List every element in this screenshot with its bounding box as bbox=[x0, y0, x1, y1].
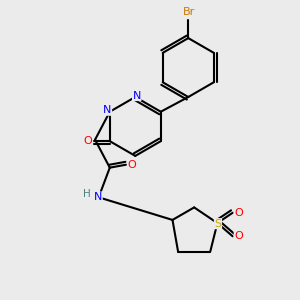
Text: O: O bbox=[83, 136, 92, 146]
Text: Br: Br bbox=[183, 7, 195, 17]
Text: N: N bbox=[133, 91, 141, 100]
Text: N: N bbox=[94, 192, 102, 202]
Text: O: O bbox=[128, 160, 136, 170]
Text: H: H bbox=[83, 189, 91, 199]
Text: N: N bbox=[103, 105, 112, 115]
Text: S: S bbox=[214, 219, 221, 229]
Text: O: O bbox=[234, 231, 243, 241]
Text: O: O bbox=[234, 208, 243, 218]
